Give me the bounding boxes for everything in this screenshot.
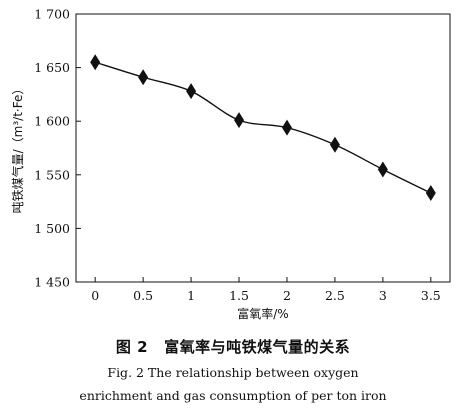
x-tick-label: 1.5: [229, 288, 249, 303]
data-point-marker: [234, 112, 245, 129]
x-tick-label: 3.5: [421, 288, 441, 303]
x-tick-label: 2: [283, 288, 291, 303]
data-point-marker: [186, 83, 197, 100]
plot-frame: [75, 13, 451, 283]
y-axis-ticks: 1 450 1 500 1 550 1 600 1 650 1 700: [34, 7, 81, 290]
x-tick-label: 0.5: [133, 288, 153, 303]
data-point-marker: [425, 185, 436, 202]
x-tick-label: 1: [187, 288, 195, 303]
figure-caption-en-line2: enrichment and gas consumption of per to…: [79, 388, 387, 403]
chart: 1 450 1 500 1 550 1 600 1 650 1 700 0 0.5 1 1.5 2…: [10, 7, 451, 321]
y-tick-label: 1 450: [34, 275, 70, 290]
y-tick-label: 1 650: [34, 60, 70, 75]
x-tick-label: 3: [379, 288, 387, 303]
data-point-marker: [138, 69, 149, 86]
figure-caption-cn: 图 2 富氧率与吨铁煤气量的关系: [0, 336, 466, 357]
x-axis-ticks: 0 0.5 1 1.5 2 2.5 3 3.5: [91, 277, 441, 303]
data-markers: [90, 54, 436, 202]
x-tick-label: 0: [91, 288, 99, 303]
y-tick-label: 1 600: [34, 114, 70, 129]
figure-title-cn: 富氧率与吨铁煤气量的关系: [164, 338, 351, 356]
x-tick-label: 2.5: [325, 288, 345, 303]
figure-caption-en-line1: Fig. 2 The relationship between oxygen: [107, 365, 359, 380]
data-point-marker: [329, 136, 340, 153]
y-axis-label: 吨铁煤气量/（m³/t·Fe）: [10, 83, 25, 214]
y-tick-label: 1 700: [34, 7, 70, 22]
data-point-marker: [377, 161, 388, 178]
y-tick-label: 1 500: [34, 221, 70, 236]
y-tick-label: 1 550: [34, 167, 70, 182]
data-point-marker: [90, 54, 101, 71]
data-point-marker: [281, 119, 292, 136]
figure-number: 图 2: [115, 338, 149, 356]
x-axis-label: 富氧率/%: [237, 306, 288, 321]
